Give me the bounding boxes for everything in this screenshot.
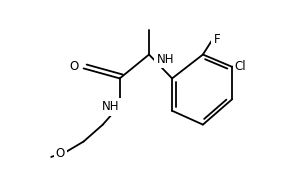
Text: F: F [214, 33, 220, 46]
Text: O: O [70, 60, 79, 73]
Text: O: O [56, 147, 65, 160]
Text: NH: NH [156, 53, 174, 66]
Text: NH: NH [102, 100, 119, 113]
Text: Cl: Cl [235, 60, 246, 73]
